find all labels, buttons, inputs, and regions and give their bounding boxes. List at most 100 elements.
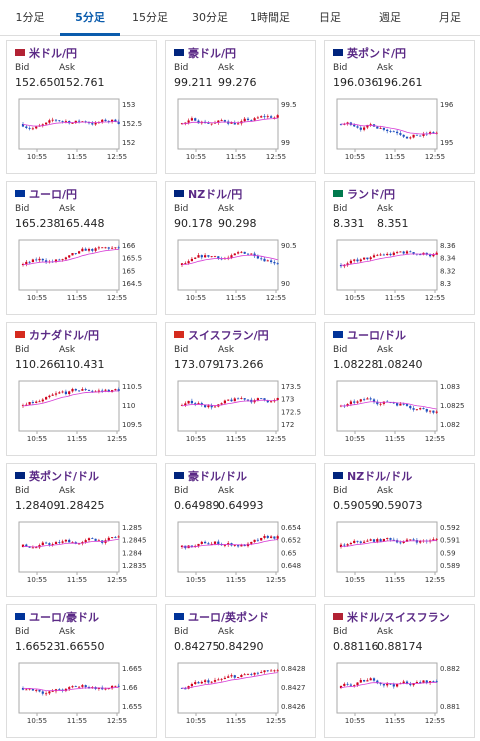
currency-panel[interactable]: カナダドル/円 Bid Ask 110.266 110.431 110.5 110 109.5… bbox=[6, 322, 157, 456]
currency-panel[interactable]: 米ドル/スイスフラン Bid Ask 0.88116 0.88174 0.882 0.881… bbox=[324, 604, 475, 738]
ask-value: 90.298 bbox=[218, 217, 257, 230]
pair-title[interactable]: ユーロ/ドル bbox=[347, 329, 407, 342]
candle-body bbox=[419, 408, 422, 410]
pair-title[interactable]: NZドル/ドル bbox=[347, 470, 413, 483]
tab[interactable]: 週足 bbox=[360, 0, 420, 36]
x-tick-label: 10:55 bbox=[27, 717, 47, 725]
candle-body bbox=[64, 257, 67, 260]
mini-chart: 8.36 8.34 8.32 8.3 10:55 11:55 12:55 bbox=[336, 239, 456, 302]
flag bbox=[333, 331, 343, 338]
candle-body bbox=[230, 675, 233, 677]
candle-body bbox=[359, 259, 362, 262]
moving-average bbox=[181, 399, 278, 407]
candle-body bbox=[405, 681, 409, 684]
candle-body bbox=[91, 390, 94, 392]
tab[interactable]: 30分足 bbox=[180, 0, 240, 36]
candle-body bbox=[81, 389, 84, 391]
tab[interactable]: 1時間足 bbox=[240, 0, 300, 36]
candle-body bbox=[349, 401, 352, 405]
candle-body bbox=[204, 255, 207, 258]
pair-title[interactable]: 米ドル/スイスフラン bbox=[347, 611, 450, 624]
pair-title[interactable]: ユーロ/円 bbox=[29, 188, 78, 201]
pair-title[interactable]: 米ドル/円 bbox=[29, 47, 78, 60]
candle-body bbox=[339, 265, 343, 267]
currency-panel[interactable]: 英ポンド/円 Bid Ask 196.036 196.261 196 195 10:55 11:… bbox=[324, 40, 475, 174]
pair-title[interactable]: 豪ドル/円 bbox=[188, 47, 237, 60]
currency-panel[interactable]: ユーロ/円 Bid Ask 165.238 165.448 166 165.5 165 164.… bbox=[6, 181, 157, 315]
pair-title[interactable]: ランド/円 bbox=[347, 188, 396, 201]
candle-body bbox=[38, 690, 41, 692]
pair-title[interactable]: 英ポンド/ドル bbox=[29, 470, 100, 483]
candle-body bbox=[382, 538, 385, 542]
candle-body bbox=[84, 248, 87, 251]
candle-body bbox=[213, 122, 217, 124]
bid-label: Bid bbox=[333, 63, 348, 73]
candle-body bbox=[356, 401, 359, 403]
tab[interactable]: 月足 bbox=[420, 0, 480, 36]
candle-body bbox=[210, 405, 213, 408]
currency-panel[interactable]: 豪ドル/ドル Bid Ask 0.64989 0.64993 0.654 0.652 0.65… bbox=[165, 463, 316, 597]
ask-value: 110.431 bbox=[59, 358, 105, 371]
candle-body bbox=[263, 398, 266, 401]
candle-body bbox=[107, 247, 110, 249]
currency-panel[interactable]: ユーロ/ドル Bid Ask 1.08228 1.08240 1.083 1.0825 1.0… bbox=[324, 322, 475, 456]
currency-panel[interactable]: NZドル/ドル Bid Ask 0.59059 0.59073 0.592 0.591 0.5… bbox=[324, 463, 475, 597]
candle-body bbox=[84, 685, 87, 687]
currency-panel[interactable]: 米ドル/円 Bid Ask 152.650 152.761 153 152.5 152 10:5… bbox=[6, 40, 157, 174]
candle-body bbox=[220, 258, 223, 260]
candle-body bbox=[376, 254, 379, 256]
candle-body bbox=[21, 544, 25, 547]
x-tick-label: 10:55 bbox=[186, 435, 206, 443]
ask-label: Ask bbox=[377, 63, 394, 73]
y-tick-label: 165.5 bbox=[122, 255, 142, 263]
pair-title[interactable]: 豪ドル/ドル bbox=[188, 470, 248, 483]
y-tick-label: 1.083 bbox=[440, 383, 460, 391]
candle-body bbox=[207, 543, 210, 545]
pair-title[interactable]: 英ポンド/円 bbox=[347, 47, 407, 60]
flag bbox=[174, 331, 184, 338]
candle-body bbox=[386, 253, 389, 256]
flag bbox=[15, 472, 25, 479]
pair-title[interactable]: ユーロ/豪ドル bbox=[29, 611, 100, 624]
pair-title[interactable]: スイスフラン/円 bbox=[188, 329, 269, 342]
candle-body bbox=[213, 541, 217, 544]
candle-body bbox=[45, 122, 48, 125]
currency-panel[interactable]: ユーロ/豪ドル Bid Ask 1.66523 1.66550 1.665 1.66 1.65… bbox=[6, 604, 157, 738]
candle-body bbox=[187, 261, 190, 264]
candle-body bbox=[339, 685, 343, 688]
tab[interactable]: 5分足 bbox=[60, 0, 120, 36]
y-tick-label: 109.5 bbox=[122, 421, 142, 429]
currency-panel[interactable]: スイスフラン/円 Bid Ask 173.079 173.266 173.5 173 172.… bbox=[165, 322, 316, 456]
tab[interactable]: 日足 bbox=[300, 0, 360, 36]
candle-body bbox=[64, 120, 67, 122]
ask-value: 0.84290 bbox=[218, 640, 264, 653]
candle-body bbox=[230, 399, 233, 402]
candle-body bbox=[260, 258, 263, 260]
tab[interactable]: 1分足 bbox=[0, 0, 60, 36]
candle-body bbox=[260, 672, 263, 673]
candle-body bbox=[230, 122, 233, 124]
currency-panel[interactable]: ランド/円 Bid Ask 8.331 8.351 8.36 8.34 8.32 8.3 10:5… bbox=[324, 181, 475, 315]
x-tick-label: 11:55 bbox=[67, 294, 87, 302]
pair-title[interactable]: ユーロ/英ポンド bbox=[188, 611, 270, 624]
candle-body bbox=[432, 254, 435, 257]
candle-body bbox=[51, 394, 54, 396]
flag bbox=[174, 472, 184, 479]
flag bbox=[15, 190, 25, 197]
currency-panel[interactable]: 英ポンド/ドル Bid Ask 1.28409 1.28425 1.285 1.2845 1.… bbox=[6, 463, 157, 597]
candle-body bbox=[223, 400, 226, 404]
candle-body bbox=[250, 673, 253, 675]
currency-panel[interactable]: ユーロ/英ポンド Bid Ask 0.84275 0.84290 0.8428 0.8427… bbox=[165, 604, 316, 738]
candle-body bbox=[223, 120, 226, 122]
y-tick-label: 0.8427 bbox=[281, 684, 306, 692]
tab[interactable]: 15分足 bbox=[120, 0, 180, 36]
candle-body bbox=[237, 252, 240, 254]
pair-title[interactable]: カナダドル/円 bbox=[29, 329, 100, 342]
candle-body bbox=[435, 132, 438, 134]
currency-panel[interactable]: 豪ドル/円 Bid Ask 99.211 99.276 99.5 99 10:55 11:55 1… bbox=[165, 40, 316, 174]
pair-title[interactable]: NZドル/円 bbox=[188, 188, 243, 201]
currency-panel[interactable]: NZドル/円 Bid Ask 90.178 90.298 90.5 90 10:55 11:55… bbox=[165, 181, 316, 315]
candle-body bbox=[372, 539, 376, 542]
candle-body bbox=[101, 390, 104, 392]
candle-body bbox=[220, 678, 223, 680]
